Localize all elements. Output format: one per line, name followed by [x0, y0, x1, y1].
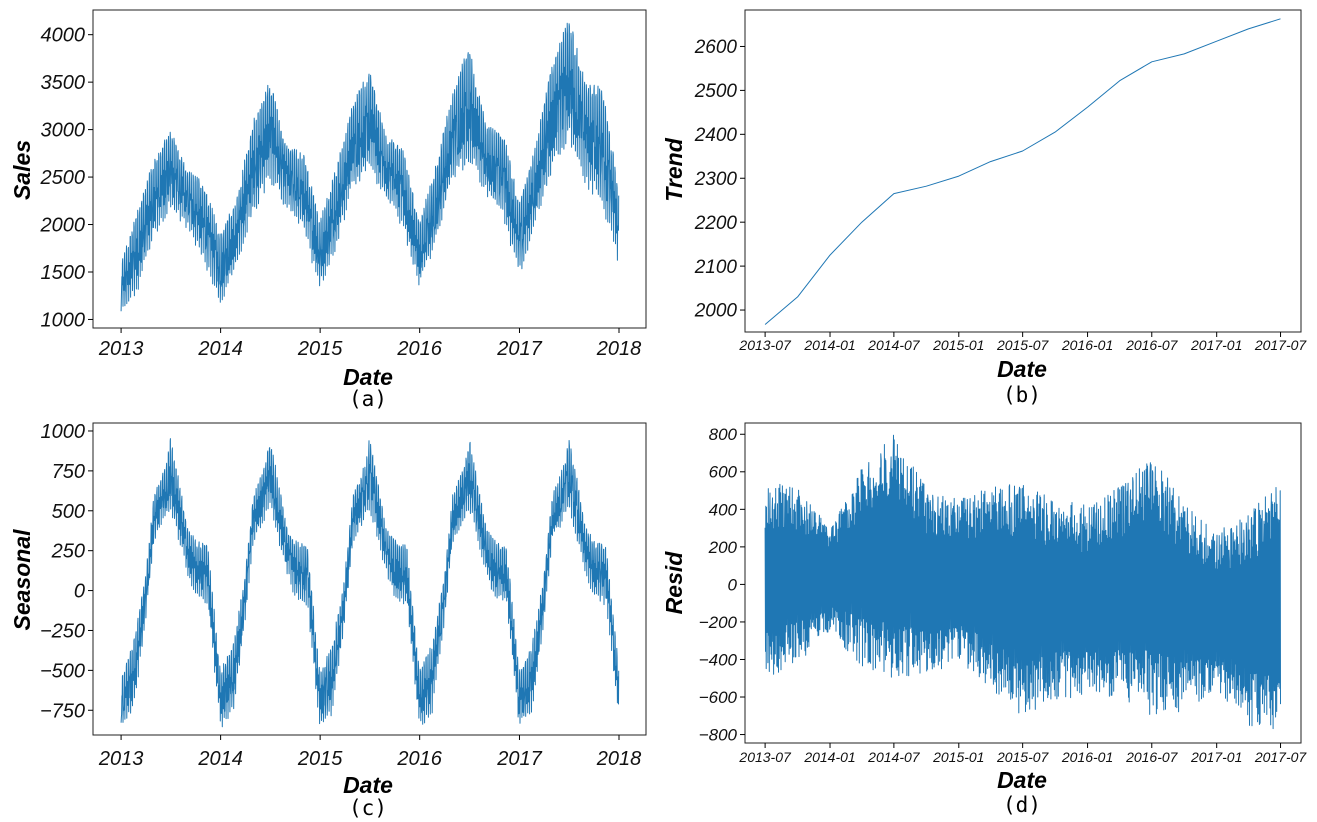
y-tick-label: 3000: [41, 120, 86, 142]
y-tick-label: 500: [52, 501, 85, 523]
x-tick-label: 2014-01: [803, 337, 855, 353]
x-tick-label: 2013-07: [738, 749, 792, 765]
y-tick-label: −600: [699, 688, 738, 707]
x-tick-label: 2015-07: [996, 337, 1050, 353]
x-tick-label: 2013-07: [738, 337, 792, 353]
y-tick-label: 1500: [41, 262, 86, 284]
trend-series-line: [764, 18, 1281, 325]
x-tick-label: 2016-07: [1125, 337, 1179, 353]
x-axis: 2013-07 2014-01 2014-07 2015-01 2015-07 2016-…: [738, 743, 1307, 765]
x-tick-label: 2017: [496, 338, 542, 360]
x-tick-label: 2017-01: [1190, 337, 1242, 353]
y-tick-label: 2400: [694, 125, 738, 146]
y-axis: −750 −500 −250 0 250 500 750 1000: [40, 421, 93, 722]
y-axis: 1000 1500 2000 2500 3000 3500 4000: [40, 25, 93, 331]
x-tick-label: 2016: [396, 748, 442, 770]
x-tick-label: 2015-01: [932, 749, 984, 765]
x-axis: 2013 2014 2015 2016 2017 2018: [98, 328, 641, 360]
y-axis: 2000 2100 2200 2300 2400 2500 2600: [694, 37, 745, 322]
plot-frame: [92, 422, 647, 736]
y-tick-label: 2600: [694, 37, 738, 58]
x-axis-title: Date: [997, 356, 1047, 382]
plot-frame: [92, 9, 647, 329]
y-tick-label: −200: [699, 613, 738, 632]
x-tick-label: 2016-01: [1061, 749, 1113, 765]
y-axis: −800 −600 −400 −200 0 200 400 600 800: [699, 425, 745, 745]
y-tick-label: 800: [709, 425, 738, 444]
x-tick-label: 2014-07: [867, 749, 921, 765]
y-axis-title: Sales: [9, 140, 35, 200]
panel-caption: (d): [1003, 793, 1041, 817]
x-tick-label: 2015: [297, 338, 343, 360]
y-tick-label: 1000: [41, 421, 86, 443]
x-tick-label: 2017-01: [1190, 749, 1242, 765]
y-tick-label: −400: [699, 650, 738, 669]
resid-series-line: [764, 434, 1281, 730]
x-axis: 2013 2014 2015 2016 2017 2018: [98, 735, 641, 770]
y-tick-label: −500: [40, 660, 85, 682]
y-tick-label: 1000: [41, 309, 86, 331]
y-axis-title: Seasonal: [9, 529, 35, 631]
x-axis-title: Date: [343, 364, 393, 390]
panel-caption: (b): [1003, 383, 1041, 407]
x-axis-title: Date: [343, 772, 393, 798]
x-tick-label: 2015-07: [996, 749, 1050, 765]
x-tick-label: 2016: [396, 338, 442, 360]
y-tick-label: 250: [51, 541, 85, 563]
x-tick-label: 2016-07: [1125, 749, 1179, 765]
x-tick-label: 2013: [98, 748, 144, 770]
y-axis-title: Resid: [661, 551, 687, 615]
x-tick-label: 2018: [596, 338, 642, 360]
x-tick-label: 2015-01: [932, 337, 984, 353]
y-tick-label: 0: [74, 581, 85, 603]
y-tick-label: 600: [709, 463, 738, 482]
x-tick-label: 2013: [98, 338, 144, 360]
x-tick-label: 2014-07: [867, 337, 921, 353]
y-tick-label: 2300: [694, 169, 738, 190]
y-axis-title: Trend: [661, 137, 687, 201]
y-tick-label: −800: [699, 726, 738, 745]
y-tick-label: 2100: [694, 257, 738, 278]
y-tick-label: −750: [40, 700, 85, 722]
seasonal-series-line: [120, 438, 620, 728]
sales-series-line: [120, 22, 620, 312]
y-tick-label: 2000: [40, 215, 86, 237]
x-tick-label: 2014-01: [803, 749, 855, 765]
y-tick-label: 2000: [694, 301, 738, 322]
x-tick-label: 2016-01: [1061, 337, 1113, 353]
y-tick-label: 3500: [41, 72, 86, 94]
y-tick-label: 200: [708, 538, 738, 557]
x-tick-label: 2017: [496, 748, 542, 770]
y-tick-label: 2500: [40, 167, 86, 189]
y-tick-label: 400: [709, 500, 738, 519]
x-tick-label: 2014: [197, 338, 243, 360]
x-tick-label: 2017-07: [1254, 337, 1308, 353]
x-tick-label: 2015: [297, 748, 343, 770]
x-tick-label: 2018: [596, 748, 642, 770]
y-tick-label: 2200: [694, 213, 738, 234]
x-axis: 2013-07 2014-01 2014-07 2015-01 2015-07 2016-…: [738, 332, 1307, 353]
x-tick-label: 2014: [197, 748, 243, 770]
x-axis-title: Date: [997, 767, 1047, 793]
plot-frame: [744, 9, 1302, 333]
panel-caption: (a): [349, 387, 387, 411]
y-tick-label: 750: [52, 461, 85, 483]
y-tick-label: −250: [40, 620, 85, 642]
y-tick-label: 2500: [694, 81, 738, 102]
y-tick-label: 4000: [41, 25, 86, 47]
panel-b-trend: 2000 2100 2200 2300 2400 2500 2600 2013-07 2014…: [661, 9, 1307, 407]
panel-caption: (c): [349, 796, 387, 820]
x-tick-label: 2017-07: [1254, 749, 1308, 765]
y-tick-label: 0: [728, 575, 738, 594]
